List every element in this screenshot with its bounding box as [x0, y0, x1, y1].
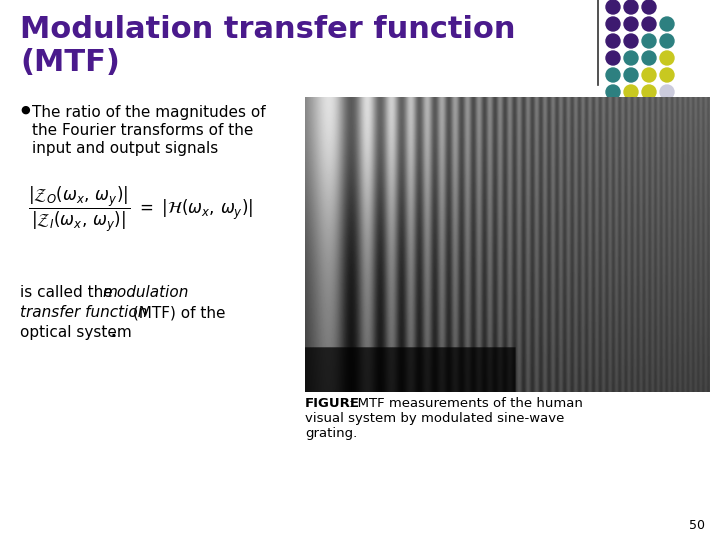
Text: FIGURE: FIGURE	[305, 397, 360, 410]
Text: ●: ●	[20, 105, 30, 115]
Text: The ratio of the magnitudes of: The ratio of the magnitudes of	[32, 105, 266, 120]
Circle shape	[660, 34, 674, 48]
Circle shape	[606, 34, 620, 48]
Text: (MTF): (MTF)	[20, 48, 120, 77]
Circle shape	[606, 119, 620, 133]
Text: modulation: modulation	[102, 285, 189, 300]
Circle shape	[606, 17, 620, 31]
Text: Modulation transfer function: Modulation transfer function	[20, 15, 516, 44]
Text: input and output signals: input and output signals	[32, 141, 218, 156]
Circle shape	[606, 68, 620, 82]
Circle shape	[660, 17, 674, 31]
Circle shape	[660, 68, 674, 82]
Text: the Fourier transforms of the: the Fourier transforms of the	[32, 123, 253, 138]
Circle shape	[624, 17, 638, 31]
Text: (MTF) of the: (MTF) of the	[128, 305, 225, 320]
Circle shape	[606, 85, 620, 99]
Circle shape	[624, 51, 638, 65]
Text: transfer function: transfer function	[20, 305, 148, 320]
Circle shape	[642, 102, 656, 116]
Text: is called the: is called the	[20, 285, 117, 300]
Text: $\dfrac{|\mathcal{Z}_O(\omega_x,\, \omega_y)|}{|\mathcal{Z}_I(\omega_x,\, \omega: $\dfrac{|\mathcal{Z}_O(\omega_x,\, \omeg…	[28, 185, 253, 234]
Text: .: .	[111, 325, 117, 340]
Circle shape	[606, 102, 620, 116]
Circle shape	[624, 85, 638, 99]
Circle shape	[624, 102, 638, 116]
Text: : MTF measurements of the human: : MTF measurements of the human	[349, 397, 583, 410]
Circle shape	[606, 51, 620, 65]
Text: visual system by modulated sine-wave: visual system by modulated sine-wave	[305, 412, 564, 425]
Circle shape	[660, 51, 674, 65]
Circle shape	[660, 102, 674, 116]
Circle shape	[642, 51, 656, 65]
Circle shape	[642, 119, 656, 133]
Circle shape	[606, 0, 620, 14]
Circle shape	[624, 68, 638, 82]
Circle shape	[624, 0, 638, 14]
Circle shape	[642, 85, 656, 99]
Circle shape	[642, 0, 656, 14]
Circle shape	[642, 68, 656, 82]
Circle shape	[642, 34, 656, 48]
Circle shape	[624, 119, 638, 133]
Text: grating.: grating.	[305, 427, 357, 440]
Text: optical system: optical system	[20, 325, 132, 340]
Circle shape	[660, 85, 674, 99]
Circle shape	[624, 34, 638, 48]
Circle shape	[642, 17, 656, 31]
Text: 50: 50	[689, 519, 705, 532]
